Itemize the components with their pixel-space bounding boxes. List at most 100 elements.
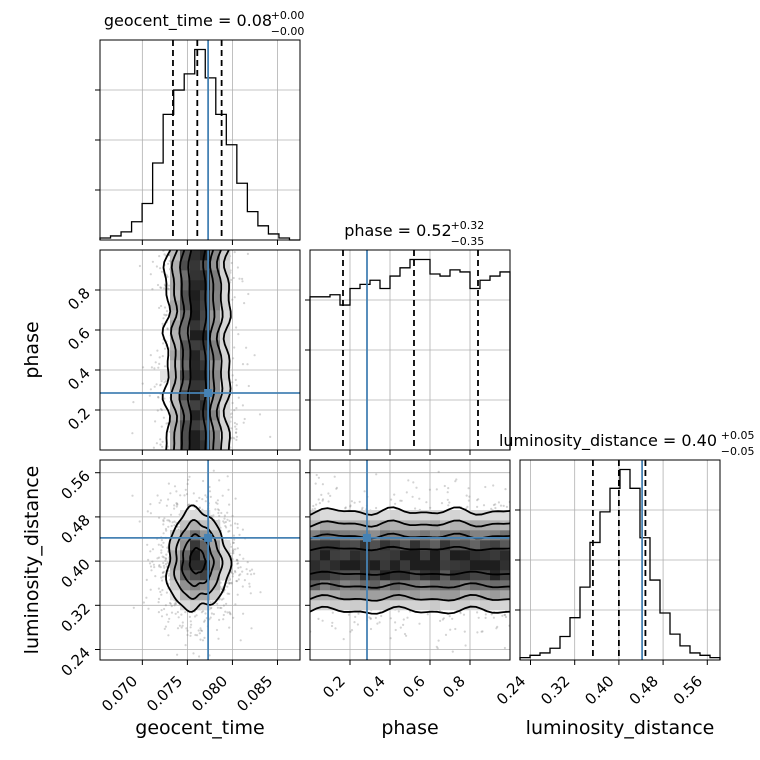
panel-2d-geocent-time-vs-luminosity-distance-sample-point bbox=[167, 525, 170, 528]
panel-2d-phase-vs-luminosity-distance-sample-point bbox=[357, 612, 360, 615]
panel-2d-geocent-time-vs-phase-sample-point bbox=[157, 366, 160, 369]
panel-2d-geocent-time-vs-luminosity-distance-sample-point bbox=[217, 637, 220, 640]
panel-2d-geocent-time-vs-phase-density-cell bbox=[170, 320, 181, 331]
panel-hist-luminosity-distance-frame bbox=[519, 459, 721, 661]
panel-2d-geocent-time-vs-phase-ytick-label: 0.2 bbox=[64, 404, 94, 434]
panel-2d-phase-vs-luminosity-distance-density-cell bbox=[440, 590, 451, 601]
panel-2d-phase-vs-luminosity-distance-sample-point bbox=[502, 504, 505, 507]
panel-2d-geocent-time-vs-luminosity-distance-sample-point bbox=[220, 598, 223, 601]
panel-2d-geocent-time-vs-phase-ytick-label: 0.4 bbox=[64, 364, 94, 394]
panel-2d-phase-vs-luminosity-distance-density-cell bbox=[320, 520, 331, 531]
panel-2d-phase-vs-luminosity-distance-sample-point bbox=[418, 622, 421, 625]
panel-2d-geocent-time-vs-luminosity-distance-density-cell bbox=[190, 520, 201, 531]
panel-2d-phase-vs-luminosity-distance-density-cell bbox=[400, 530, 411, 541]
panel-2d-phase-vs-luminosity-distance-sample-point bbox=[399, 626, 402, 629]
panel-2d-phase-vs-luminosity-distance-density-cell bbox=[340, 530, 351, 541]
panel-2d-phase-vs-luminosity-distance-density-cell bbox=[440, 530, 451, 541]
panel-2d-phase-vs-luminosity-distance-sample-point bbox=[505, 505, 508, 508]
panel-2d-geocent-time-vs-phase-sample-point bbox=[234, 378, 237, 381]
panel-2d-geocent-time-vs-luminosity-distance-sample-point bbox=[157, 597, 161, 601]
panel-2d-geocent-time-vs-luminosity-distance-sample-point bbox=[208, 485, 211, 489]
panel-2d-geocent-time-vs-luminosity-distance-sample-point bbox=[184, 611, 187, 614]
panel-2d-geocent-time-vs-luminosity-distance-sample-point bbox=[231, 552, 234, 555]
panel-2d-geocent-time-vs-phase-density-cell bbox=[210, 300, 221, 311]
panel-2d-phase-vs-luminosity-distance-sample-point bbox=[331, 611, 334, 614]
panel-2d-phase-vs-luminosity-distance-density-cell bbox=[360, 560, 371, 571]
panel-2d-phase-vs-luminosity-distance-density-cell bbox=[420, 540, 431, 551]
panel-2d-geocent-time-vs-phase-density-cell bbox=[220, 320, 231, 331]
panel-2d-phase-vs-luminosity-distance-density-cell bbox=[470, 530, 481, 541]
panel-2d-phase-vs-luminosity-distance-sample-point bbox=[344, 506, 347, 509]
panel-2d-phase-vs-luminosity-distance-sample-point bbox=[315, 473, 318, 477]
panel-2d-phase-vs-luminosity-distance-density-cell bbox=[340, 570, 351, 581]
panel-2d-phase-vs-luminosity-distance-density-cell bbox=[460, 570, 471, 581]
panel-2d-phase-vs-luminosity-distance-sample-point bbox=[437, 470, 440, 473]
panel-2d-geocent-time-vs-luminosity-distance-sample-point bbox=[235, 580, 239, 583]
panel-2d-geocent-time-vs-luminosity-distance-sample-point bbox=[231, 514, 234, 518]
panel-2d-geocent-time-vs-phase-density-cell bbox=[180, 380, 191, 391]
panel-2d-geocent-time-vs-luminosity-distance-sample-point bbox=[149, 503, 152, 506]
panel-2d-geocent-time-vs-luminosity-distance-sample-point bbox=[229, 613, 232, 616]
panel-2d-phase-vs-luminosity-distance-density-cell bbox=[490, 580, 501, 591]
panel-2d-geocent-time-vs-phase-sample-point bbox=[155, 265, 158, 268]
panel-2d-geocent-time-vs-phase-sample-point bbox=[231, 298, 234, 301]
panel-2d-geocent-time-vs-luminosity-distance-sample-point bbox=[153, 566, 156, 569]
panel-2d-geocent-time-vs-luminosity-distance-sample-point bbox=[194, 633, 197, 637]
panel-2d-geocent-time-vs-luminosity-distance-sample-point bbox=[149, 588, 152, 591]
panel-2d-geocent-time-vs-luminosity-distance-sample-point bbox=[159, 590, 162, 594]
panel-2d-phase-vs-luminosity-distance-density-cell bbox=[370, 510, 381, 521]
panel-2d-phase-vs-luminosity-distance-density-cell bbox=[470, 580, 481, 591]
panel-2d-geocent-time-vs-phase-sample-point bbox=[161, 445, 164, 448]
panel-2d-phase-vs-luminosity-distance-density-cell bbox=[390, 540, 401, 551]
panel-2d-phase-vs-luminosity-distance-density-cell bbox=[450, 600, 461, 611]
panel-2d-geocent-time-vs-luminosity-distance-sample-point bbox=[173, 507, 176, 510]
panel-2d-geocent-time-vs-luminosity-distance-truth-marker bbox=[204, 533, 213, 542]
panel-2d-geocent-time-vs-phase-sample-point bbox=[160, 270, 164, 273]
panel-2d-geocent-time-vs-luminosity-distance-sample-point bbox=[188, 615, 191, 619]
panel-2d-geocent-time-vs-luminosity-distance-sample-point bbox=[198, 507, 201, 510]
panel-2d-geocent-time-vs-phase-density-cell bbox=[210, 290, 221, 301]
panel-2d-geocent-time-vs-phase-density-cell bbox=[180, 300, 191, 311]
x-axis-label-geocent-time: geocent_time bbox=[135, 717, 264, 739]
panel-2d-geocent-time-vs-luminosity-distance-sample-point bbox=[226, 592, 229, 595]
panel-2d-phase-vs-luminosity-distance-density-cell bbox=[470, 540, 481, 551]
panel-2d-geocent-time-vs-luminosity-distance-sample-point bbox=[232, 541, 235, 544]
panel-2d-geocent-time-vs-luminosity-distance-sample-point bbox=[212, 514, 215, 517]
panel-2d-phase-vs-luminosity-distance-xtick-label: 0.8 bbox=[439, 672, 469, 702]
panel-2d-geocent-time-vs-luminosity-distance-sample-point bbox=[152, 563, 155, 566]
panel-2d-geocent-time-vs-phase-sample-point bbox=[241, 363, 245, 366]
panel-2d-geocent-time-vs-phase-sample-point bbox=[167, 287, 170, 290]
panel-2d-geocent-time-vs-luminosity-distance-sample-point bbox=[170, 524, 173, 528]
panel-2d-geocent-time-vs-phase-density-cell bbox=[180, 280, 191, 291]
panel-2d-phase-vs-luminosity-distance-density-cell bbox=[320, 560, 331, 571]
panel-2d-geocent-time-vs-phase-density-cell bbox=[180, 270, 191, 281]
panel-2d-geocent-time-vs-phase-density-cell bbox=[170, 310, 181, 321]
panel-2d-geocent-time-vs-phase-density-cell bbox=[210, 350, 221, 361]
panel-2d-phase-vs-luminosity-distance-sample-point bbox=[441, 618, 444, 621]
panel-2d-geocent-time-vs-phase-sample-point bbox=[162, 342, 165, 345]
panel-2d-phase-vs-luminosity-distance-sample-point bbox=[405, 491, 408, 494]
panel-2d-phase-vs-luminosity-distance-sample-point bbox=[380, 614, 383, 618]
panel-2d-geocent-time-vs-luminosity-distance-sample-point bbox=[162, 541, 165, 544]
panel-2d-geocent-time-vs-luminosity-distance-sample-point bbox=[163, 517, 166, 520]
panel-2d-geocent-time-vs-luminosity-distance-sample-point bbox=[150, 569, 153, 572]
panel-2d-phase-vs-luminosity-distance-density-cell bbox=[310, 600, 321, 611]
panel-2d-phase-vs-luminosity-distance-density-cell bbox=[440, 550, 451, 561]
panel-2d-geocent-time-vs-luminosity-distance-sample-point bbox=[188, 475, 191, 478]
panel-2d-phase-vs-luminosity-distance-sample-point bbox=[363, 490, 366, 493]
panel-2d-phase-vs-luminosity-distance-density-cell bbox=[360, 510, 371, 521]
panel-2d-geocent-time-vs-phase-density-cell bbox=[190, 270, 201, 281]
panel-2d-geocent-time-vs-phase-density-cell bbox=[180, 400, 191, 411]
panel-2d-geocent-time-vs-phase-density-cell bbox=[180, 430, 191, 441]
panel-2d-phase-vs-luminosity-distance-sample-point bbox=[317, 476, 320, 479]
panel-2d-phase-vs-luminosity-distance-density-cell bbox=[430, 540, 441, 551]
panel-2d-phase-vs-luminosity-distance-sample-point bbox=[407, 479, 410, 482]
panel-2d-phase-vs-luminosity-distance-density-cell bbox=[340, 600, 351, 611]
panel-2d-geocent-time-vs-luminosity-distance-density-cell bbox=[200, 520, 211, 531]
panel-2d-geocent-time-vs-luminosity-distance-sample-point bbox=[235, 579, 238, 583]
panel-2d-geocent-time-vs-luminosity-distance-sample-point bbox=[162, 532, 165, 535]
panel-2d-geocent-time-vs-luminosity-distance-sample-point bbox=[184, 644, 187, 647]
panel-2d-phase-vs-luminosity-distance-density-cell bbox=[500, 600, 510, 611]
panel-2d-geocent-time-vs-phase-density-cell bbox=[180, 360, 191, 371]
